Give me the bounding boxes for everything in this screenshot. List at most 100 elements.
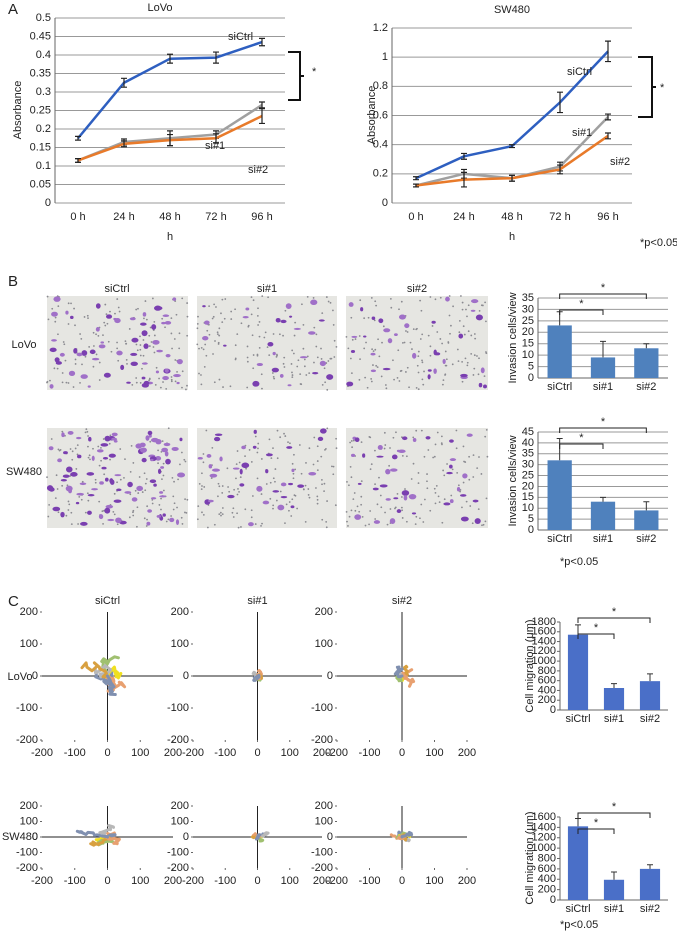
y-tick-label: 400: [538, 873, 556, 885]
pore: [158, 377, 160, 380]
pore: [152, 346, 155, 348]
y-tick-label: 200: [538, 694, 556, 706]
pore: [405, 520, 408, 523]
pore: [332, 473, 335, 476]
pore: [411, 348, 413, 350]
error-bar: [167, 133, 173, 147]
pore: [268, 354, 271, 357]
pore: [316, 502, 319, 505]
pore: [284, 435, 287, 437]
bar: [603, 688, 625, 710]
x-tick-label: si#2: [636, 381, 656, 393]
y-tick-label: 200: [171, 606, 189, 618]
pore: [335, 345, 338, 348]
cell: [120, 364, 125, 370]
pore: [274, 480, 276, 483]
cell: [348, 302, 354, 307]
cell: [204, 320, 210, 325]
cell: [111, 432, 118, 437]
pore: [68, 503, 71, 506]
pore: [448, 314, 451, 317]
cell: [256, 362, 263, 367]
cell: [290, 505, 295, 509]
y-tick-label: 0: [550, 894, 556, 906]
cell: [150, 497, 157, 500]
pore: [433, 487, 436, 490]
cell: [460, 373, 468, 378]
pore: [347, 525, 349, 527]
pore: [220, 514, 222, 517]
cell: [308, 471, 317, 476]
pore: [116, 481, 118, 484]
pore: [47, 318, 50, 321]
pore: [290, 515, 293, 517]
pore: [396, 492, 399, 495]
pore: [404, 488, 406, 490]
pore: [421, 333, 424, 336]
pore: [215, 306, 217, 308]
pore: [139, 381, 142, 384]
cell: [425, 436, 431, 440]
x-tick-label: 200: [164, 747, 182, 759]
x-tick-label: si#2: [636, 533, 656, 545]
cell: [75, 436, 82, 440]
pore: [283, 356, 286, 359]
pore: [326, 500, 328, 502]
cell: [378, 318, 384, 324]
pore: [384, 511, 386, 514]
pore: [457, 360, 460, 363]
pore: [165, 520, 168, 523]
cell: [68, 370, 76, 377]
x-tick-label: -100: [358, 875, 380, 887]
pore: [198, 347, 200, 350]
pore: [67, 323, 70, 325]
pore: [389, 508, 392, 510]
pore: [392, 436, 395, 439]
cell: [253, 429, 257, 434]
significance: *: [660, 82, 665, 94]
bracket: [559, 427, 647, 433]
pore: [88, 454, 91, 457]
pore: [77, 523, 79, 525]
pore: [417, 388, 420, 391]
cell: [227, 494, 235, 499]
pore: [288, 501, 291, 503]
pore: [397, 349, 400, 352]
cell: [172, 297, 177, 301]
pore: [200, 383, 203, 386]
pore: [200, 346, 203, 349]
cell: [248, 522, 254, 527]
error-bar: [611, 871, 617, 880]
pore: [443, 474, 446, 477]
y-tick-label: 20: [522, 480, 534, 492]
y-tick-label: 1: [382, 51, 388, 63]
pore: [234, 357, 237, 360]
pore: [205, 429, 208, 432]
series-label: si#1: [572, 127, 592, 139]
cell: [98, 344, 106, 349]
x-tick-label: 96 h: [251, 211, 272, 223]
pore: [213, 523, 216, 526]
image-column-label: si#2: [407, 283, 427, 295]
cell: [51, 339, 57, 342]
pore: [87, 499, 90, 502]
y-axis-label: Cell migration (μm): [524, 619, 536, 712]
pore: [87, 435, 89, 437]
cell: [65, 466, 73, 473]
pore: [75, 468, 78, 470]
pore: [71, 458, 74, 461]
y-tick-label: 5: [528, 513, 534, 525]
pore: [201, 511, 203, 514]
y-tick-label: 0: [327, 670, 333, 682]
cell: [161, 447, 169, 453]
cell: [470, 309, 476, 312]
significance: *: [579, 298, 584, 310]
pore: [139, 344, 142, 346]
pore: [313, 361, 315, 364]
pore: [51, 307, 54, 310]
y-tick-label: 5: [528, 360, 534, 372]
y-tick-label: 1800: [532, 616, 556, 628]
error-bar: [167, 53, 173, 64]
pore: [56, 488, 59, 490]
cell: [177, 472, 186, 478]
